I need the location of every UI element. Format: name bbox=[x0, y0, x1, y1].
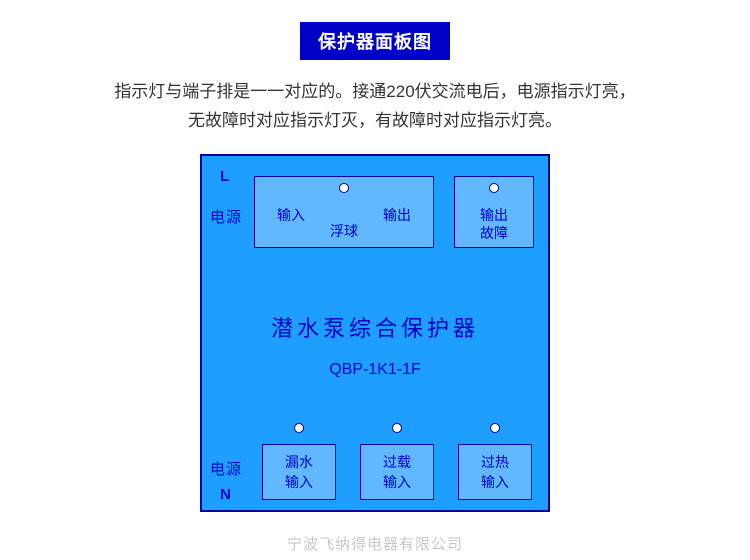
device-model: QBP-1K1-1F bbox=[202, 361, 548, 379]
overheat-led bbox=[490, 423, 500, 433]
title-bar: 保护器面板图 bbox=[300, 22, 450, 60]
device-name: 潜水泵综合保护器 bbox=[202, 311, 548, 343]
watermark: 宁波飞纳得电器有限公司 bbox=[287, 533, 463, 554]
label-output-fault-2: 故障 bbox=[480, 223, 508, 243]
leak-line1: 漏水 bbox=[285, 452, 313, 472]
description-line2: 无故障时对应指示灯灭，有故障时对应指示灯亮。 bbox=[188, 111, 562, 130]
output-fault-slot: 输出 故障 bbox=[454, 176, 534, 248]
float-led bbox=[339, 183, 349, 193]
label-input: 输入 bbox=[277, 205, 305, 225]
description-line1: 指示灯与端子排是一一对应的。接通220伏交流电后，电源指示灯亮， bbox=[114, 82, 635, 101]
protector-panel: L 电源 电源 N 输入 输出 浮球 输出 故障 潜水泵综合保护器 QBP-1K… bbox=[200, 154, 550, 512]
leak-input-slot: 漏水 输入 bbox=[262, 444, 336, 500]
overload-line1: 过载 bbox=[383, 452, 411, 472]
label-N: N bbox=[220, 486, 232, 503]
label-output: 输出 bbox=[383, 205, 411, 225]
leak-line2: 输入 bbox=[285, 472, 313, 492]
overheat-line2: 输入 bbox=[481, 472, 509, 492]
label-power-bottom: 电源 bbox=[210, 458, 242, 479]
overload-led bbox=[392, 423, 402, 433]
overload-line2: 输入 bbox=[383, 472, 411, 492]
overload-input-slot: 过载 输入 bbox=[360, 444, 434, 500]
label-L: L bbox=[220, 168, 230, 185]
label-output-fault-1: 输出 bbox=[480, 205, 508, 225]
overheat-input-slot: 过热 输入 bbox=[458, 444, 532, 500]
label-power-top: 电源 bbox=[210, 206, 242, 227]
label-float: 浮球 bbox=[330, 221, 358, 241]
description: 指示灯与端子排是一一对应的。接通220伏交流电后，电源指示灯亮， 无故障时对应指… bbox=[35, 78, 715, 136]
fault-led bbox=[489, 183, 499, 193]
leak-led bbox=[294, 423, 304, 433]
float-input-output-slot: 输入 输出 浮球 bbox=[254, 176, 434, 248]
overheat-line1: 过热 bbox=[481, 452, 509, 472]
